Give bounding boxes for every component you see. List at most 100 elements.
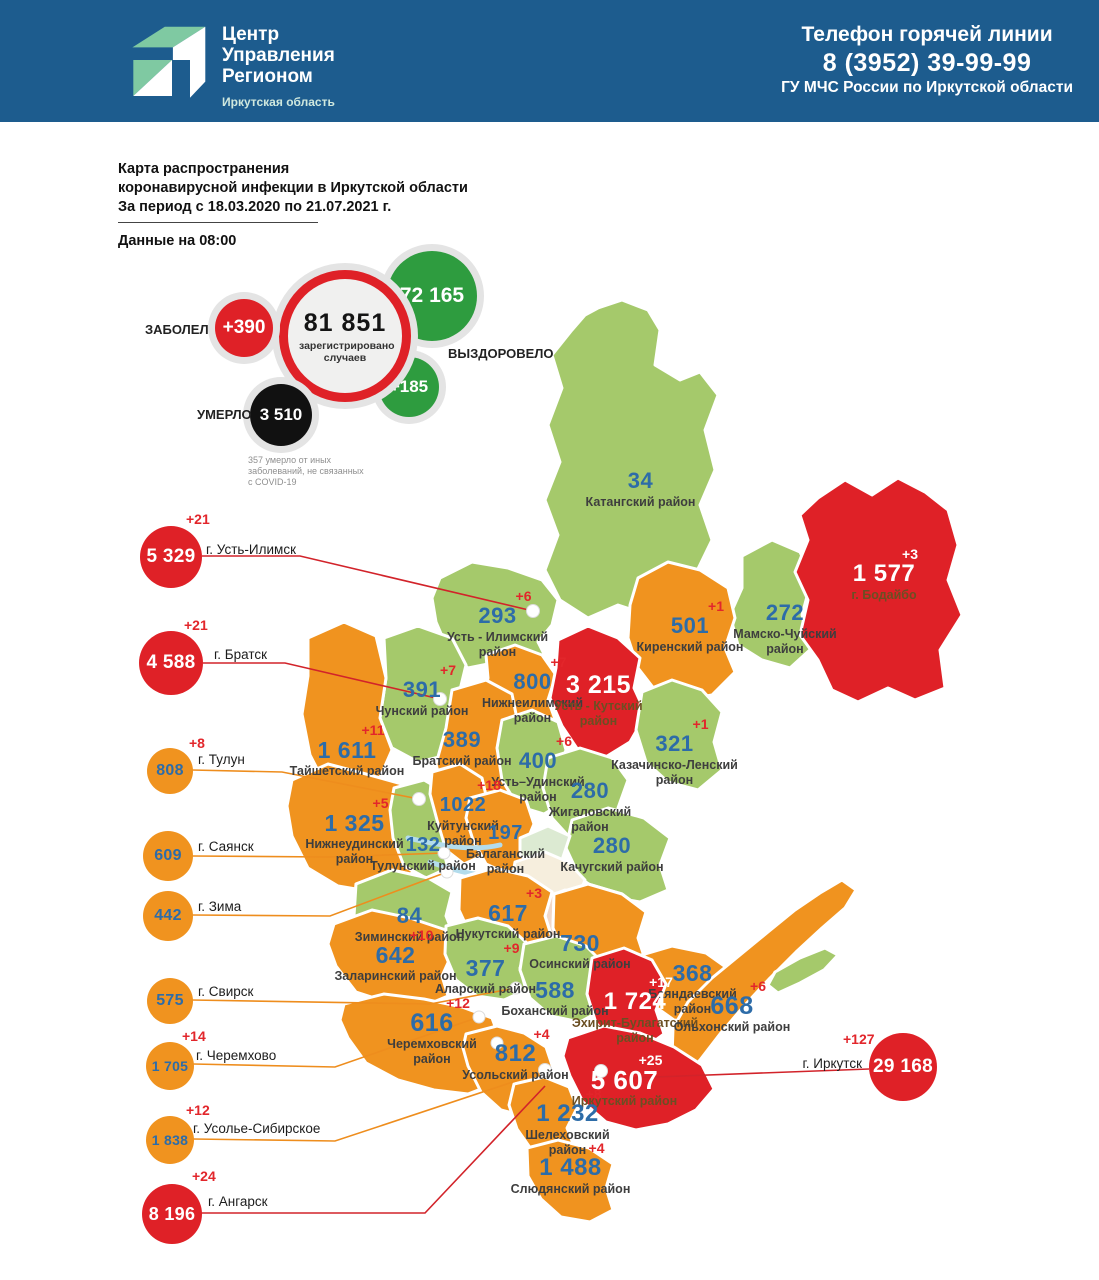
city-markers	[412, 604, 608, 1078]
callout-city-label: г. Зима	[198, 899, 242, 914]
region-shape-ust-kutsky	[548, 624, 648, 760]
region-value: 501	[670, 613, 710, 638]
region-value: 642	[375, 942, 416, 968]
region-name: Усть - Илимский район	[446, 630, 549, 659]
callout-circle-svirsk: 575	[147, 978, 193, 1024]
region-delta	[656, 945, 781, 961]
region-label-usolsky: +4 812 Усольский район	[458, 1026, 573, 1083]
callout-city-label: г. Усолье-Сибирское	[193, 1121, 321, 1136]
region-value: 280	[570, 778, 610, 803]
title-line1: Карта распространения	[118, 161, 290, 177]
callout-circle-usolye-sibirskoye: 1 838	[146, 1116, 194, 1164]
region-label-osinsky: 730 Осинский район	[520, 915, 640, 972]
region-delta: +4	[588, 1140, 605, 1156]
region-name: Ольхонский район	[673, 1020, 791, 1034]
callout-city-label: г. Свирск	[198, 984, 254, 999]
region-label-ekhirit-bulagatsky: +17 1 724 Эхирит-Булагатский район	[560, 974, 710, 1046]
region-delta: +25	[638, 1052, 663, 1068]
region-name: Слюдянский район	[510, 1182, 631, 1196]
header-bar: Центр Управления Регионом Иркутская обла…	[0, 0, 1099, 122]
region-delta: +7	[550, 654, 567, 670]
region-value: 368	[672, 960, 713, 986]
logo-line3: Регионом	[222, 66, 313, 87]
region-label-taishetsky: +11 1 611 Тайшетский район	[287, 722, 407, 779]
recovered-delta-circle: +185	[379, 357, 439, 417]
region-delta	[556, 763, 676, 779]
region-value: 197	[488, 822, 523, 844]
total-caption: зарегистрировано случаев	[299, 339, 395, 364]
logo-line1: Центр	[222, 24, 280, 45]
callout-circle-angarsk: 8 196	[142, 1184, 202, 1244]
region-value: 377	[465, 955, 506, 981]
region-name: Мамско-Чуйский район	[733, 627, 837, 656]
callout-city-label: г. Саянск	[198, 839, 254, 854]
logo-title: Центр Управления Регионом	[222, 24, 335, 87]
recovered-label: ВЫЗДОРОВЕЛО	[448, 346, 554, 361]
region-label-nukutsky: +3 617 Нукутский район	[448, 885, 568, 942]
region-value: 321	[655, 731, 694, 756]
region-label-bokhansky: 588 Боханский район	[500, 962, 610, 1019]
region-label-chunsky: +7 391 Чунский район	[362, 662, 482, 719]
region-name: Нукутский район	[455, 927, 561, 941]
region-name: Черемховский район	[387, 1037, 477, 1066]
callout-delta: +14	[182, 1028, 206, 1044]
region-name: Шелеховский район	[525, 1128, 610, 1157]
region-delta: +11	[361, 722, 385, 738]
region-shape-olkhon-island	[766, 946, 840, 995]
region-shape-ekhirit-bulagatsky	[585, 946, 668, 1052]
callout-city-label: г. Ангарск	[208, 1194, 268, 1209]
region-value: 1 488	[539, 1154, 602, 1181]
deaths-footnote: 357 умерло от иных заболеваний, не связа…	[248, 455, 364, 487]
region-value: 389	[442, 727, 482, 752]
region-delta: +3	[902, 546, 918, 562]
region-label-mamsko-chuysky: 272 Мамско-Чуйский район	[726, 585, 844, 657]
region-delta	[562, 657, 687, 673]
region-delta: +12	[446, 995, 470, 1011]
callout-delta: +12	[186, 1102, 210, 1118]
region-label-nizhneudinsky: +5 1 325 Нижнеудинский район	[287, 795, 422, 867]
region-shape-slyudyansky	[525, 1138, 615, 1224]
callout-delta: +21	[184, 617, 208, 633]
region-value: 617	[488, 900, 528, 926]
callout-city-label: г. Усть-Илимск	[206, 542, 296, 557]
region-shape-kazachinsko-lensky	[634, 678, 724, 792]
region-label-ust-ilimsky: +6 293 Усть - Илимский район	[435, 588, 560, 660]
region-name: Зиминский район	[354, 930, 465, 944]
region-delta: +9	[503, 940, 520, 956]
region-label-cheremkhovsky: +12 616 Черемховский район	[372, 995, 492, 1067]
region-name: Братский район	[412, 754, 512, 768]
region-delta: +6	[515, 588, 532, 604]
callout-lines	[191, 555, 870, 1214]
region-value: 280	[592, 833, 632, 858]
region-label-zalarinsky: +10 642 Заларинский район	[333, 927, 458, 984]
region-label-bratsky: 389 Братский район	[402, 712, 522, 769]
region-value: 1022	[439, 794, 487, 816]
region-value: 1 611	[317, 737, 377, 763]
map-title: Карта распространения коронавирусной инф…	[118, 160, 468, 217]
title-block: Карта распространения коронавирусной инф…	[118, 160, 468, 249]
title-line3: За период с 18.03.2020 по 21.07.2021 г.	[118, 199, 392, 215]
region-value: 1 577	[852, 560, 916, 587]
hotline-org: ГУ МЧС России по Иркутской области	[781, 79, 1073, 96]
callout-circle-bratsk: 4 588	[139, 631, 203, 695]
callout-circle-ust-ilimsk: 5 329	[140, 526, 202, 588]
logo-region-label: Иркутская область	[222, 95, 335, 109]
region-delta: +18	[477, 777, 501, 793]
region-label-katangsky: 34 Катангский район	[578, 453, 703, 510]
region-label-balagansky: 197 Балаганский район	[448, 805, 563, 877]
callout-circle-tulun: 808	[147, 748, 193, 794]
region-delta: +6	[556, 733, 572, 749]
region-label-bayandaevsky: 368 Баяндаевский район	[630, 945, 755, 1017]
region-label-kuitunsky: +18 1022 Куйтунский район	[408, 777, 518, 849]
region-label-kirensky: +1 501 Киренский район	[635, 598, 745, 655]
region-label-alarsky: +9 377 Аларский район	[428, 940, 543, 997]
region-label-ust-kutsky: 3 215 Усть - Кутский район	[536, 657, 661, 729]
deaths-circle: 3 510	[250, 384, 312, 446]
cube-logo-icon	[132, 26, 206, 98]
callout-city-label: г. Иркутск	[802, 1056, 862, 1071]
region-name: Боханский район	[501, 1004, 609, 1018]
region-value: 34	[627, 468, 654, 493]
infected-delta-circle: +390	[215, 299, 273, 357]
region-name: Осинский район	[529, 957, 631, 971]
logo-text: Центр Управления Регионом Иркутская обла…	[222, 24, 335, 109]
